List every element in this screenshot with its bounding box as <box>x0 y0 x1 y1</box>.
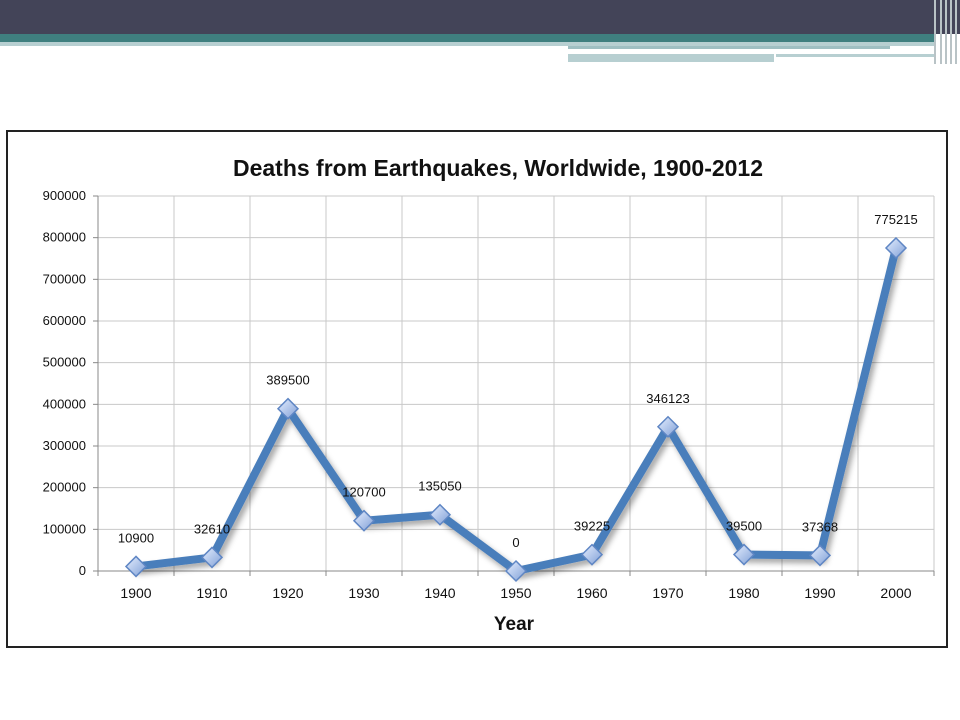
light-stripe-decoration <box>0 42 935 46</box>
x-tick-label: 1960 <box>576 585 607 601</box>
x-tick-label: 1910 <box>196 585 227 601</box>
data-label: 39225 <box>574 519 610 534</box>
data-label: 120700 <box>342 485 385 500</box>
y-tick-label: 100000 <box>43 521 86 536</box>
y-tick-label: 200000 <box>43 480 86 495</box>
data-point-marker <box>580 543 604 566</box>
x-tick-label: 1980 <box>728 585 759 601</box>
data-point-marker <box>732 543 756 566</box>
y-tick-label: 800000 <box>43 230 86 245</box>
series-deaths <box>124 236 908 583</box>
x-tick-label: 1990 <box>804 585 835 601</box>
y-tick-label: 900000 <box>43 188 86 203</box>
data-point-marker <box>656 415 680 438</box>
data-label: 775215 <box>874 212 917 227</box>
y-tick-label: 0 <box>79 563 86 578</box>
x-tick-label: 1920 <box>272 585 303 601</box>
data-label: 37368 <box>802 519 838 534</box>
x-tick-label: 2000 <box>880 585 911 601</box>
data-label: 135050 <box>418 479 461 494</box>
data-point-marker <box>276 397 300 420</box>
data-label: 32610 <box>194 521 230 536</box>
y-tick-label: 600000 <box>43 313 86 328</box>
title-bar-decoration <box>0 0 960 34</box>
data-labels: 10900 32610 389500 120700 135050 0 39225 346123… <box>118 212 918 550</box>
data-point-marker <box>200 546 224 569</box>
x-axis-title: Year <box>494 614 535 635</box>
x-axis-ticks: 1900 1910 1920 1930 1940 1950 1960 1970 1980 1990… <box>120 585 911 601</box>
accent-bar-decoration <box>568 54 774 62</box>
data-label: 39500 <box>726 519 762 534</box>
edge-lines-decoration <box>930 0 960 64</box>
data-point-marker <box>504 559 528 583</box>
line-chart: Deaths from Earthquakes, Worldwide, 1900… <box>43 155 935 635</box>
x-tick-label: 1940 <box>424 585 455 601</box>
y-axis-ticks: 0 100000 200000 300000 400000 500000 600000 700… <box>43 188 86 578</box>
x-tick-label: 1970 <box>652 585 683 601</box>
data-point-marker <box>808 544 832 567</box>
x-tick-label: 1900 <box>120 585 151 601</box>
y-tick-label: 300000 <box>43 438 86 453</box>
y-tick-label: 700000 <box>43 271 86 286</box>
data-label: 389500 <box>266 373 309 388</box>
data-label: 0 <box>512 535 519 550</box>
data-label: 346123 <box>646 391 689 406</box>
data-point-marker <box>352 509 376 532</box>
data-label: 10900 <box>118 530 154 545</box>
teal-stripe-decoration <box>0 34 935 42</box>
accent-line-decoration <box>568 46 890 49</box>
chart-frame: Deaths from Earthquakes, Worldwide, 1900… <box>6 130 948 648</box>
x-tick-label: 1950 <box>500 585 531 601</box>
grid <box>97 195 935 572</box>
x-tick-label: 1930 <box>348 585 379 601</box>
data-point-marker <box>884 236 908 260</box>
y-tick-label: 400000 <box>43 396 86 411</box>
data-point-marker <box>428 503 452 526</box>
y-tick-label: 500000 <box>43 355 86 370</box>
accent-line-decoration <box>776 54 934 57</box>
chart-title: Deaths from Earthquakes, Worldwide, 1900… <box>233 155 763 181</box>
data-point-marker <box>124 555 148 578</box>
